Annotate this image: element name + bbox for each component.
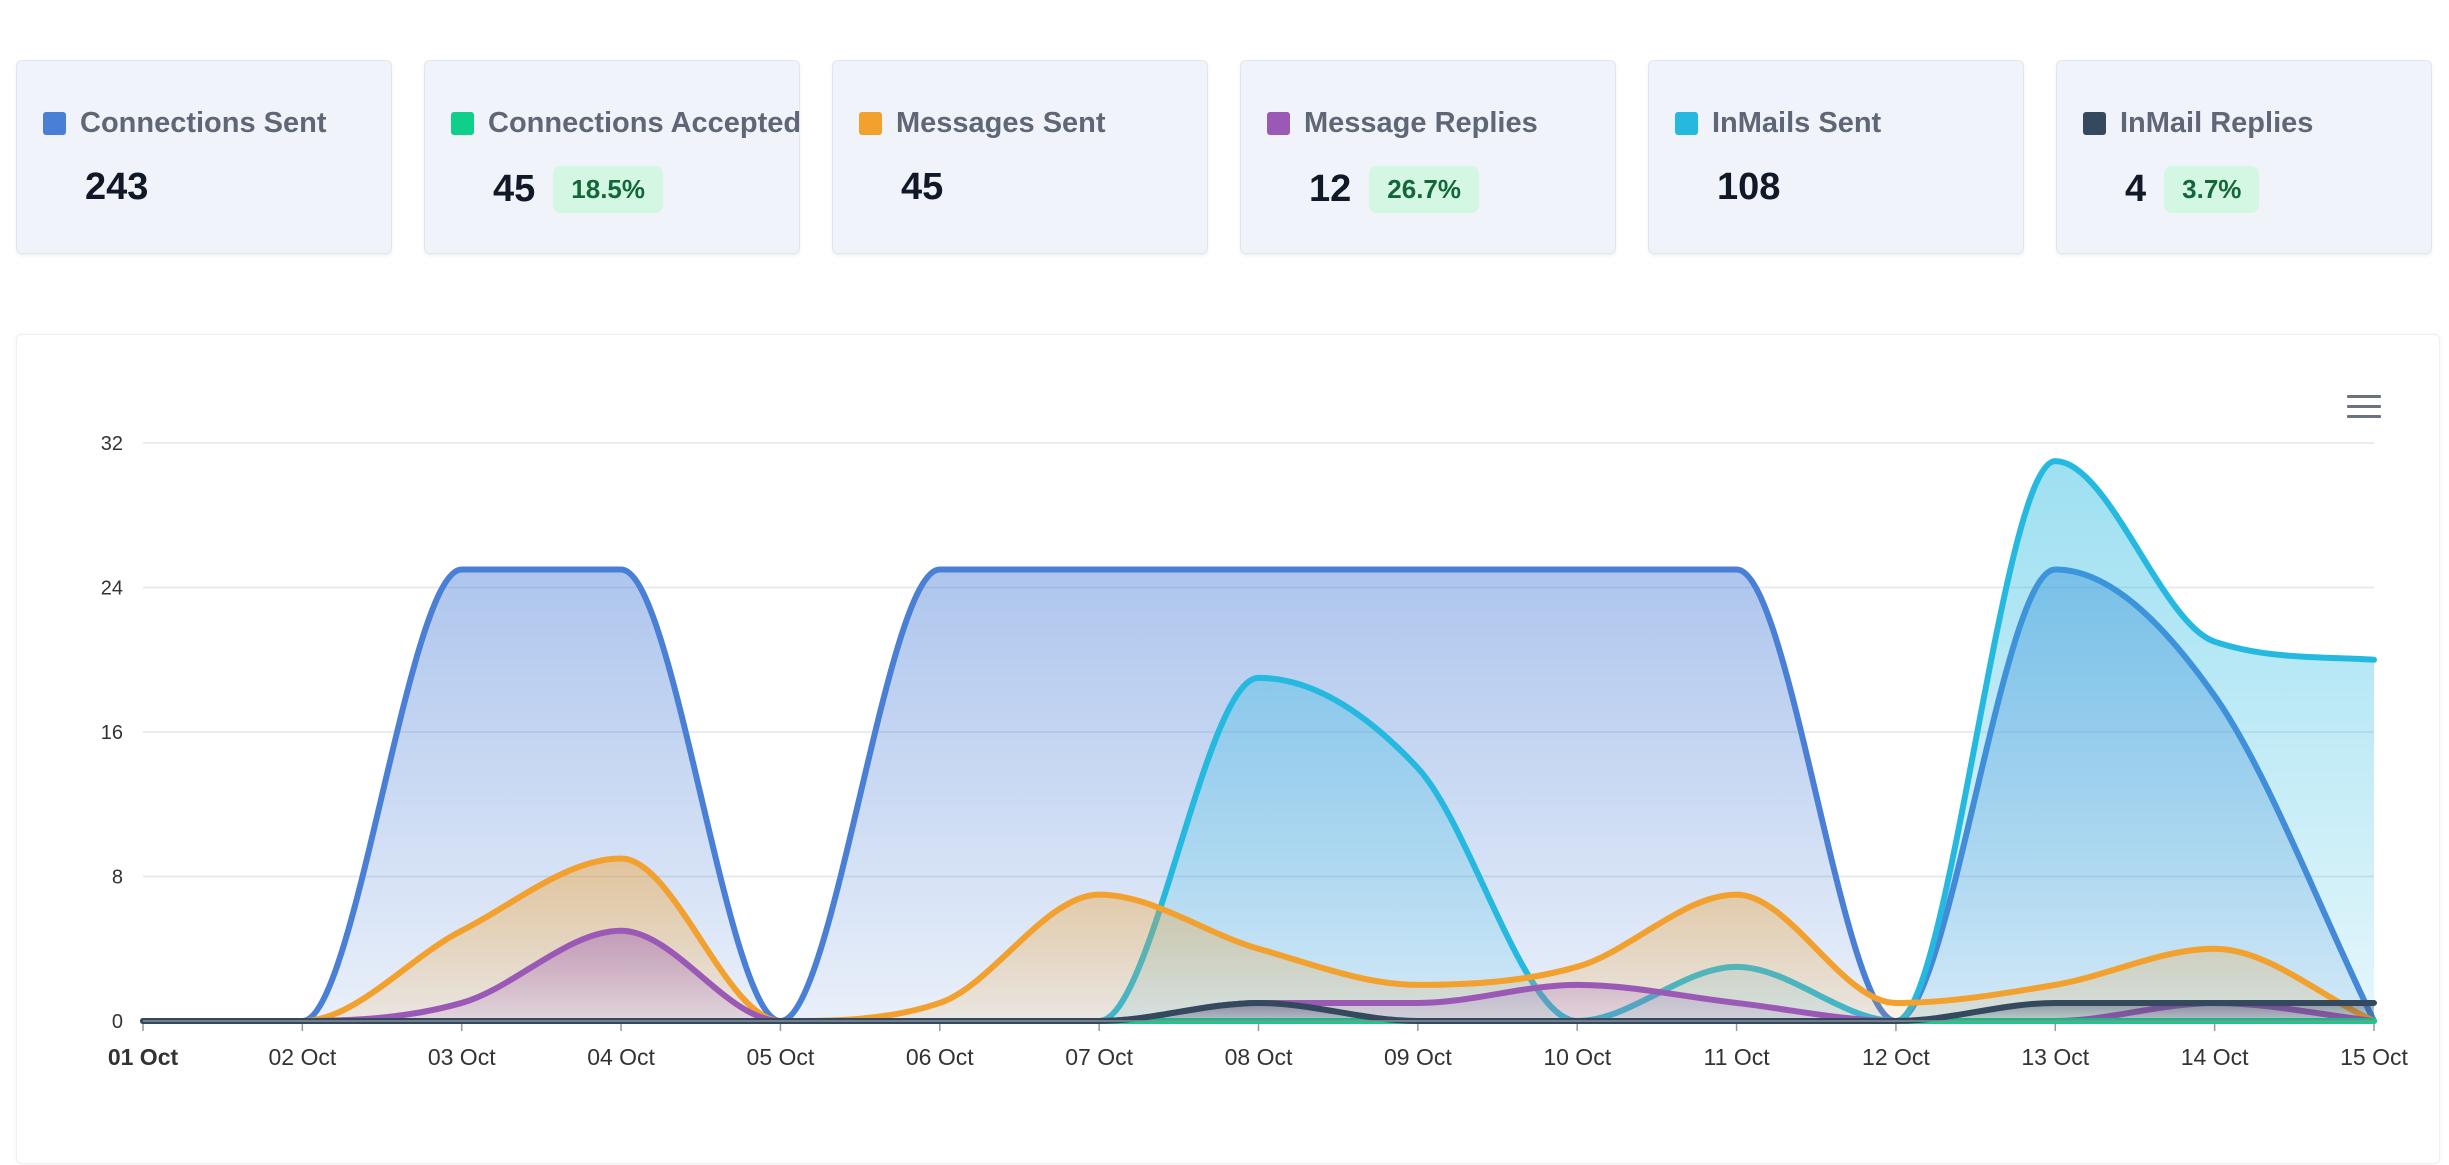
message-replies-swatch	[1267, 112, 1290, 135]
rate-badge: 3.7%	[2164, 166, 2260, 213]
y-tick-label: 8	[112, 867, 123, 889]
x-tick-label: 15 Oct	[2340, 1044, 2408, 1070]
card-label: InMail Replies	[2120, 107, 2314, 139]
chart-menu-icon[interactable]	[2347, 395, 2381, 423]
card-label: Connections Sent	[80, 107, 327, 139]
y-tick-label: 0	[112, 1011, 123, 1033]
connections-sent-swatch	[43, 112, 66, 135]
x-tick-label: 07 Oct	[1065, 1044, 1133, 1070]
x-tick-label: 06 Oct	[906, 1044, 974, 1070]
card-label: Message Replies	[1304, 107, 1538, 139]
activity-area-chart[interactable]: 0 8 16 24 32 01 Oct 02 Oct 03 Oct 04 Oct 05 Oct 06…	[17, 335, 2441, 1165]
card-value: 108	[1717, 166, 1781, 208]
chart-panel: 0 8 16 24 32 01 Oct 02 Oct 03 Oct 04 Oct 05 Oct 06…	[16, 334, 2440, 1164]
stat-card-message-replies[interactable]: Message Replies 12 26.7%	[1240, 60, 1616, 254]
x-tick-label: 08 Oct	[1225, 1044, 1293, 1070]
card-value: 12	[1309, 168, 1352, 210]
card-value: 45	[901, 166, 944, 208]
y-tick-label: 16	[101, 722, 123, 744]
x-tick-label: 11 Oct	[1704, 1044, 1771, 1070]
rate-badge: 18.5%	[553, 166, 664, 213]
inmails-sent-swatch	[1675, 112, 1698, 135]
x-tick-label: 10 Oct	[1543, 1044, 1611, 1070]
stat-card-inmails-sent[interactable]: InMails Sent 108	[1648, 60, 2024, 254]
connections-accepted-swatch	[451, 112, 474, 135]
inmail-replies-swatch	[2083, 112, 2106, 135]
stat-card-connections-sent[interactable]: Connections Sent 243	[16, 60, 392, 254]
stat-card-inmail-replies[interactable]: InMail Replies 4 3.7%	[2056, 60, 2432, 254]
messages-sent-swatch	[859, 112, 882, 135]
card-value: 45	[493, 168, 536, 210]
x-tick-label: 12 Oct	[1862, 1044, 1930, 1070]
card-value: 243	[85, 166, 149, 208]
rate-badge: 26.7%	[1369, 166, 1480, 213]
x-tick-label: 09 Oct	[1384, 1044, 1452, 1070]
x-tick-label: 02 Oct	[268, 1044, 336, 1070]
x-tick-label: 04 Oct	[587, 1044, 655, 1070]
series-area-message-replies	[143, 930, 2374, 1021]
card-label: InMails Sent	[1712, 107, 1882, 139]
stat-card-messages-sent[interactable]: Messages Sent 45	[832, 60, 1208, 254]
card-label: Messages Sent	[896, 107, 1106, 139]
card-label: Connections Accepted	[488, 107, 800, 139]
series-area-inmails-sent	[143, 461, 2374, 1021]
series-area-inmail-replies	[143, 1002, 2374, 1021]
y-tick-label: 32	[101, 433, 123, 455]
x-tick-label: 05 Oct	[747, 1044, 815, 1070]
x-tick-label: 01 Oct	[108, 1044, 179, 1070]
y-tick-label: 24	[101, 578, 123, 600]
stat-cards: Connections Sent 243 Connections Accepte…	[16, 60, 2432, 254]
series-line-messages-sent[interactable]	[140, 855, 2377, 1025]
stat-card-connections-accepted[interactable]: Connections Accepted 45 18.5%	[424, 60, 800, 254]
x-tick-label: 13 Oct	[2021, 1044, 2089, 1070]
x-tick-label: 14 Oct	[2181, 1044, 2249, 1070]
card-value: 4	[2125, 168, 2147, 210]
x-tick-label: 03 Oct	[428, 1044, 496, 1070]
